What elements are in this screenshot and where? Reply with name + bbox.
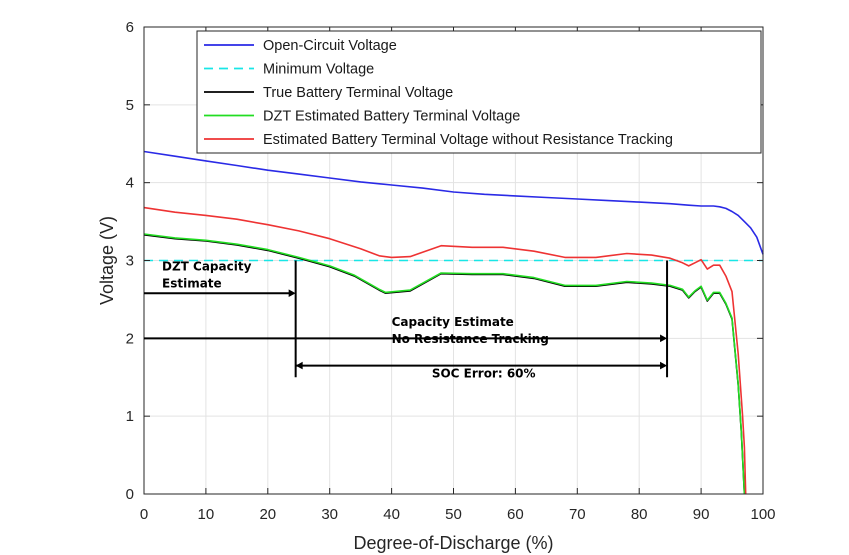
x-axis-label: Degree-of-Discharge (%) — [353, 533, 553, 553]
x-tick-label: 10 — [198, 506, 215, 523]
series-line-3 — [143, 233, 746, 495]
annotation-text: SOC Error: 60% — [432, 366, 536, 380]
legend-entry-label: True Battery Terminal Voltage — [263, 85, 453, 101]
x-tick-label: 0 — [140, 506, 148, 523]
arrow-head — [660, 334, 668, 343]
y-axis-label: Voltage (V) — [97, 216, 117, 305]
x-tick-label: 30 — [321, 506, 338, 523]
legend-entry-label: DZT Estimated Battery Terminal Voltage — [263, 109, 520, 125]
legend-entry-label: Estimated Battery Terminal Voltage witho… — [263, 132, 673, 148]
annotation-text: DZT Capacity — [162, 260, 252, 274]
series-line-0 — [143, 150, 764, 255]
y-tick-label: 0 — [126, 486, 134, 503]
x-tick-label: 50 — [445, 506, 462, 523]
y-tick-label: 6 — [126, 19, 134, 36]
y-tick-label: 1 — [126, 408, 134, 425]
legend: Open-Circuit Voltage Minimum Voltage True … — [196, 30, 762, 154]
series-line-4 — [143, 206, 747, 495]
x-tick-label: 40 — [383, 506, 400, 523]
annotation-text: Estimate — [162, 277, 222, 291]
annotation-text: Capacity Estimate — [392, 315, 514, 329]
legend-entry-label: Minimum Voltage — [263, 62, 374, 78]
arrow-head — [295, 361, 303, 370]
legend-box — [196, 30, 762, 154]
legend-entry-label: Open-Circuit Voltage — [263, 38, 397, 54]
x-tick-label: 70 — [569, 506, 586, 523]
x-tick-label: 20 — [259, 506, 276, 523]
arrow-head — [660, 361, 668, 370]
y-tick-label: 2 — [126, 330, 134, 347]
x-tick-label: 100 — [750, 506, 775, 523]
annotation-markers — [294, 260, 669, 378]
y-tick-label: 5 — [126, 97, 134, 114]
x-tick-label: 80 — [631, 506, 648, 523]
annotations: DZT Capacity Estimate Capacity Estimate No … — [144, 260, 668, 380]
series-lines — [143, 150, 764, 495]
x-tick-label: 60 — [507, 506, 524, 523]
axes: 0 10 20 30 40 50 60 70 80 90 100 0 1 2 3 4 5 6 — [126, 19, 776, 523]
y-tick-label: 3 — [126, 253, 134, 270]
arrow-head — [288, 289, 296, 298]
x-tick-label: 90 — [693, 506, 710, 523]
annotation-text: No Resistance Tracking — [392, 332, 549, 346]
y-tick-label: 4 — [126, 175, 134, 192]
